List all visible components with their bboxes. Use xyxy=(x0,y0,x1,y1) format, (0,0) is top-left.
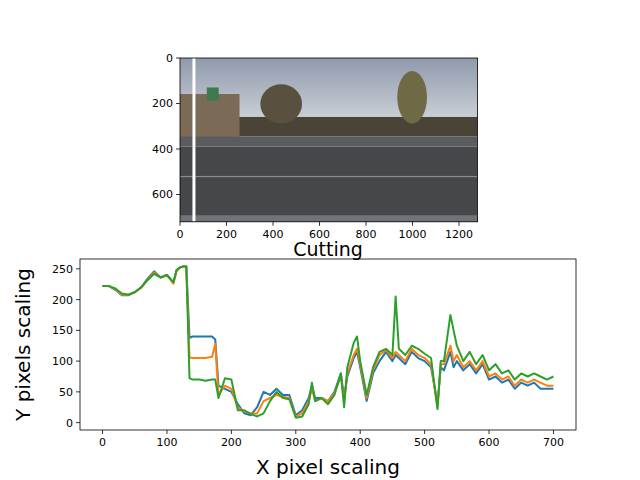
photo-tree xyxy=(260,84,302,123)
x-tick xyxy=(273,222,274,226)
x-tick xyxy=(295,430,296,434)
y-tick xyxy=(176,194,180,195)
cut-line xyxy=(192,58,195,222)
x-tick-label: 300 xyxy=(285,436,306,449)
x-tick-label: 400 xyxy=(263,228,284,241)
x-tick xyxy=(102,430,103,434)
x-tick xyxy=(231,430,232,434)
y-tick-label: 150 xyxy=(52,324,73,337)
series-line xyxy=(103,266,554,417)
x-tick-label: 0 xyxy=(99,436,106,449)
x-tick-label: 1200 xyxy=(445,228,473,241)
x-tick xyxy=(489,430,490,434)
photo xyxy=(180,58,478,222)
x-axis-label: X pixel scaling xyxy=(256,455,400,479)
y-tick xyxy=(76,330,80,331)
x-tick xyxy=(319,222,320,226)
photo-road xyxy=(180,146,478,221)
axis-frame xyxy=(80,259,576,430)
y-tick-label: 100 xyxy=(52,355,73,368)
x-tick-label: 200 xyxy=(221,436,242,449)
y-tick-label: 0 xyxy=(66,417,73,430)
y-tick-label: 200 xyxy=(52,294,73,307)
axis-frame xyxy=(180,58,478,222)
x-tick xyxy=(366,222,367,226)
y-tick xyxy=(76,422,80,423)
x-tick-label: 500 xyxy=(414,436,435,449)
y-tick xyxy=(176,149,180,150)
x-tick-label: 200 xyxy=(216,228,237,241)
y-tick-label: 250 xyxy=(52,263,73,276)
x-tick-label: 700 xyxy=(543,436,564,449)
y-tick xyxy=(76,268,80,269)
x-tick xyxy=(360,430,361,434)
title: Cutting xyxy=(293,238,363,260)
y-axis-label: Y pixels scaling xyxy=(11,268,35,422)
line-axes: 0 100 200 300 400 500 600 700 0 50 100 150 200 250 Cut… xyxy=(11,238,576,479)
photo-sign xyxy=(207,87,219,100)
x-tick-label: 1000 xyxy=(399,228,427,241)
photo-building xyxy=(180,94,240,143)
x-tick xyxy=(226,222,227,226)
lines xyxy=(103,266,554,417)
y-tick xyxy=(176,103,180,104)
figure: 0200400600800100012000200400600010020030… xyxy=(0,0,640,480)
photo-curb xyxy=(180,215,478,222)
x-tick xyxy=(424,430,425,434)
x-tick xyxy=(180,222,181,226)
y-tick-label: 0 xyxy=(166,52,173,65)
x-tick xyxy=(412,222,413,226)
y-tick xyxy=(76,361,80,362)
x-tick-label: 400 xyxy=(350,436,371,449)
y-tick xyxy=(76,391,80,392)
y-tick-label: 50 xyxy=(59,386,73,399)
x-tick-label: 100 xyxy=(156,436,177,449)
x-tick xyxy=(166,430,167,434)
y-tick xyxy=(76,299,80,300)
x-tick-label: 0 xyxy=(177,228,184,241)
photo-tree xyxy=(397,71,427,123)
y-tick-label: 200 xyxy=(152,97,173,110)
x-tick xyxy=(553,430,554,434)
photo-lane xyxy=(180,176,478,177)
y-tick xyxy=(176,58,180,59)
y-tick-label: 400 xyxy=(152,143,173,156)
x-tick-label: 600 xyxy=(479,436,500,449)
image-axes: 0200400600800100012000200400600 xyxy=(152,52,478,241)
series-line xyxy=(103,266,554,415)
y-tick-label: 600 xyxy=(152,188,173,201)
photo-barrier xyxy=(180,137,478,147)
x-tick xyxy=(459,222,460,226)
series-line xyxy=(103,266,554,416)
